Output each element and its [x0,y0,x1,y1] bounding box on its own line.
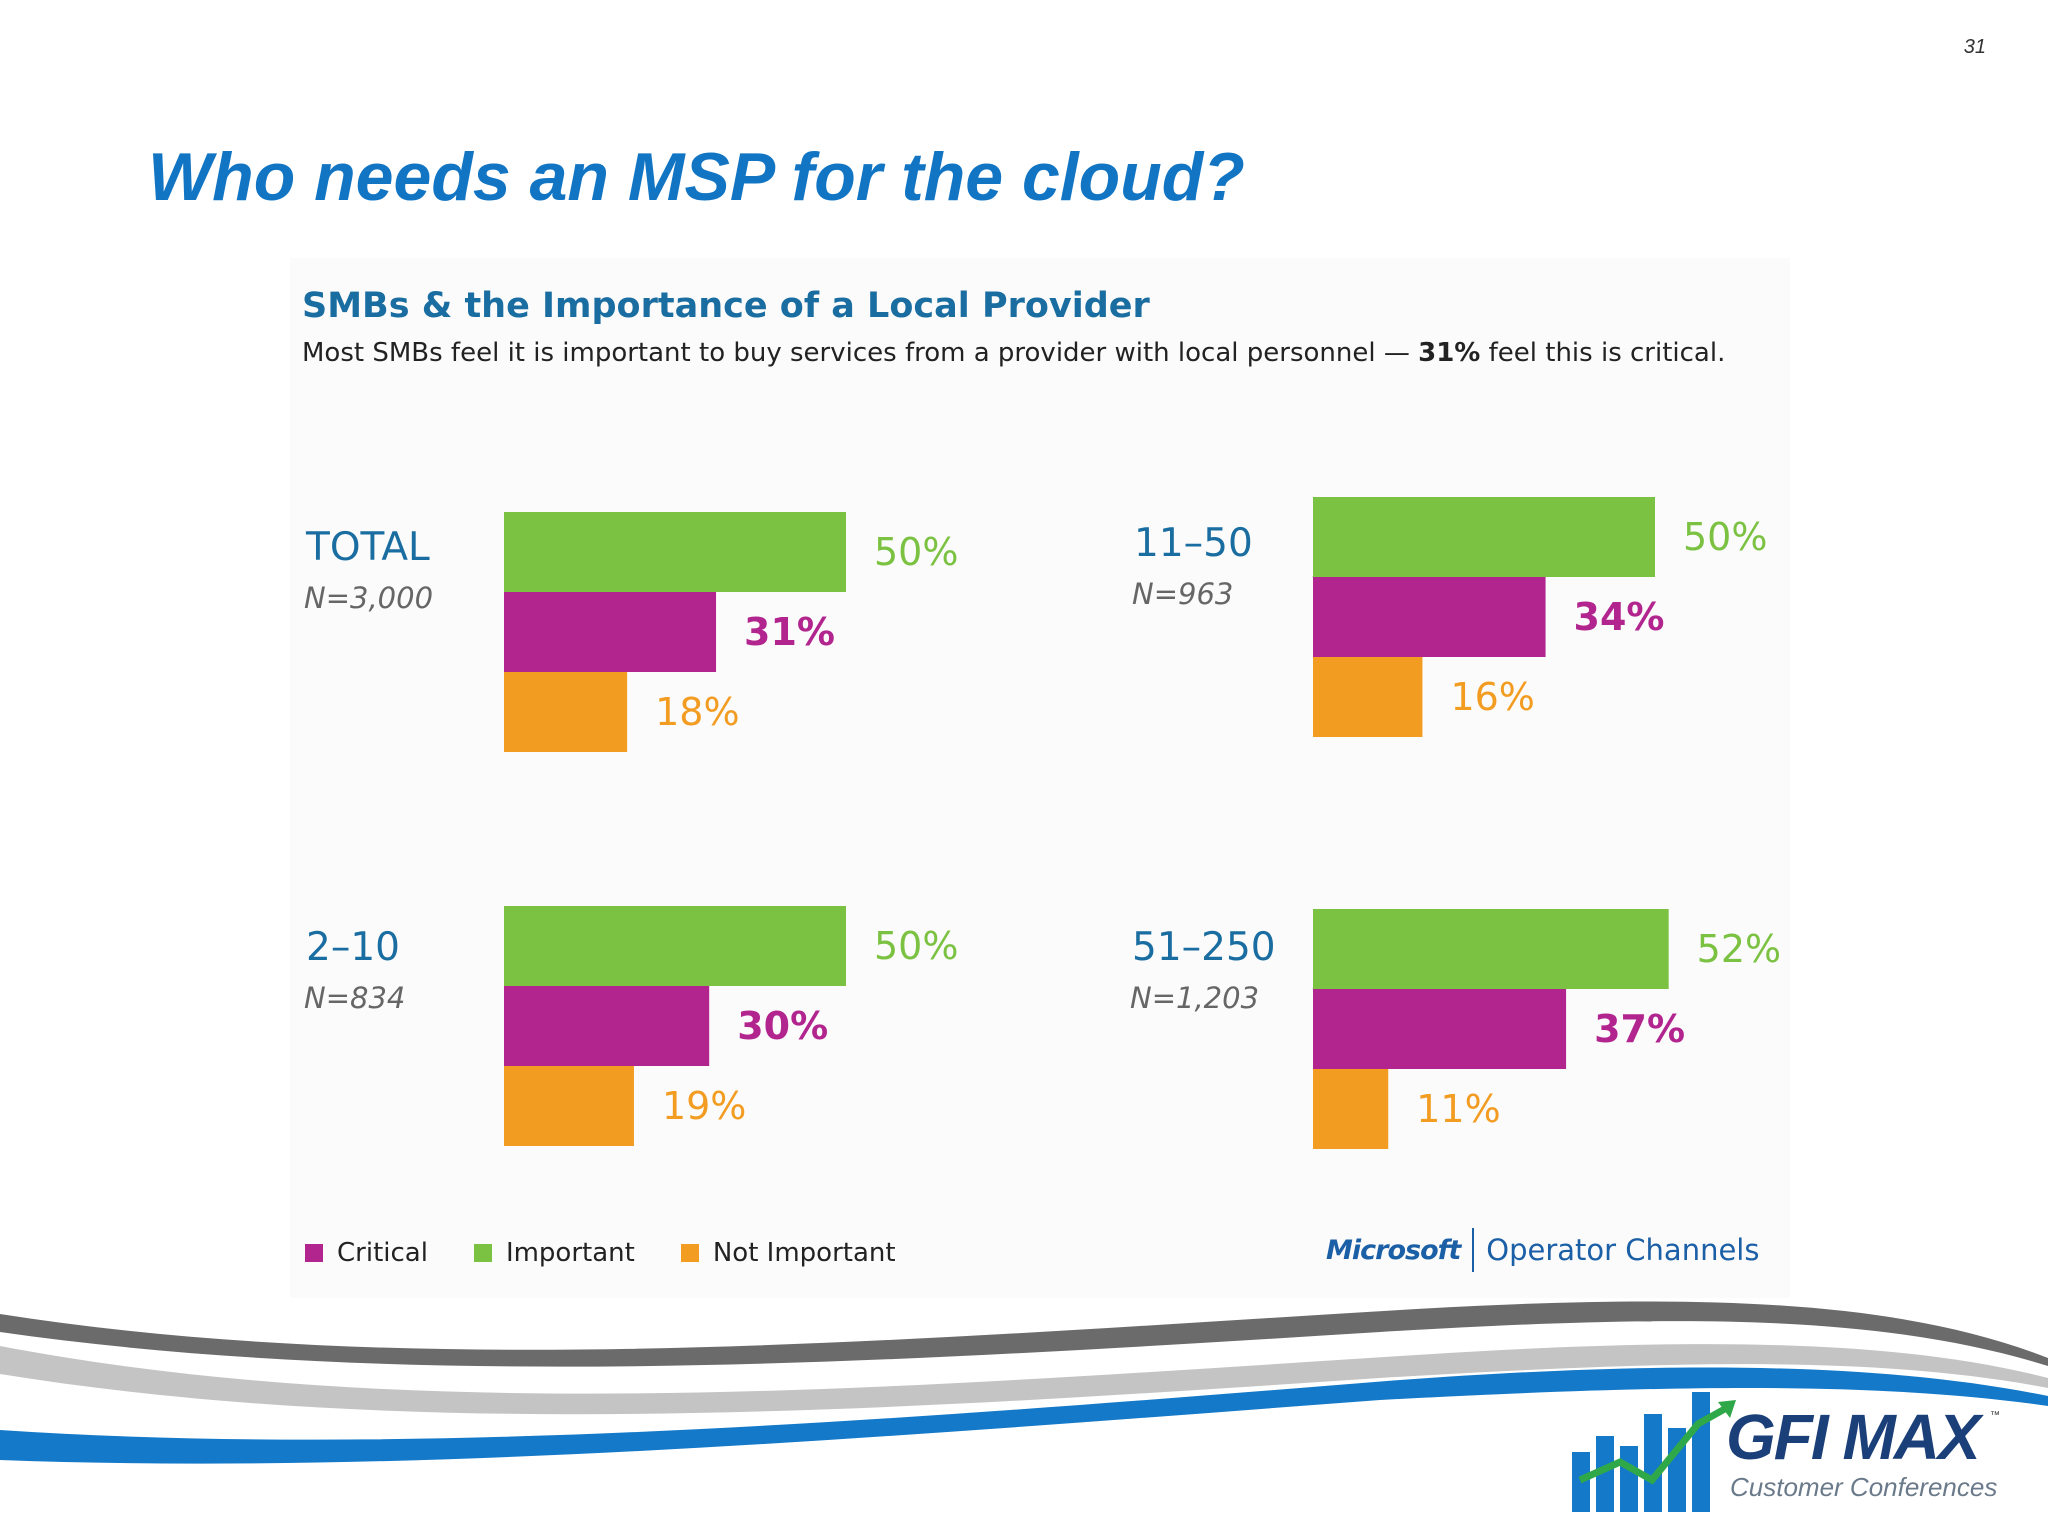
bar-not-important [504,1066,634,1146]
panel-title: 11–50 [1134,521,1253,566]
bar-important [504,512,846,592]
source-brand-logo: Microsoft [1326,1234,1461,1266]
bar-value-label-not-important: 18% [655,690,739,734]
slide-number: 31 [1963,36,1986,58]
panel-title: TOTAL [305,525,430,570]
legend-label-not-important: Not Important [712,1238,896,1268]
bar-critical [504,592,717,672]
subheading-text-end: feel this is critical. [1480,338,1726,368]
panel-title: 2–10 [306,925,400,970]
bar-critical [1313,577,1546,657]
legend-swatch-critical [305,1244,323,1262]
subheading-text-start: Most SMBs feel it is important to buy se… [302,338,1419,368]
legend-item-not-important: Not Important [680,1238,896,1268]
decorative-waves [0,1301,2048,1464]
bar-value-label-critical: 30% [737,1004,828,1048]
bar-value-label-important: 50% [874,530,958,574]
gfi-max-logo-icon [1572,1392,1736,1512]
bar-not-important [1313,657,1423,737]
legend-label-critical: Critical [337,1238,428,1268]
source-attribution: Microsoft Operator Channels [1326,1228,1759,1272]
bar-important [504,906,846,986]
logo-name: GFI MAX [1726,1401,1981,1473]
legend-item-important: Important [473,1238,635,1268]
legend-swatch-not-important [680,1244,699,1262]
chart-legend: Critical Important Not Important [305,1238,896,1268]
panel-sample-size: N=1,203 [1130,981,1259,1015]
bar-value-label-not-important: 16% [1450,675,1534,719]
panel-sample-size: N=834 [304,981,405,1015]
bar-value-label-not-important: 19% [662,1084,746,1128]
subheading-highlight: 31% [1418,338,1481,368]
bar-not-important [504,672,628,752]
bar-critical [504,986,710,1066]
legend-swatch-important [473,1244,492,1262]
bar-important [1313,909,1669,989]
bar-value-label-important: 50% [874,924,958,968]
bar-value-label-important: 50% [1683,515,1767,559]
slide-title: Who needs an MSP for the cloud? [148,139,1245,215]
source-divider [1472,1228,1475,1272]
bar-not-important [1313,1069,1389,1149]
logo-trademark: ™ [1990,1410,2000,1421]
chart-heading: SMBs & the Importance of a Local Provide… [302,286,1150,326]
panel-title: 51–250 [1132,925,1276,970]
bar-value-label-critical: 31% [744,610,835,654]
bar-value-label-critical: 37% [1594,1007,1685,1051]
legend-label-important: Important [505,1238,635,1268]
bar-critical [1313,989,1567,1069]
source-channel: Operator Channels [1486,1233,1760,1267]
panel-sample-size: N=3,000 [304,581,433,615]
bar-value-label-important: 52% [1697,927,1781,971]
panel-sample-size: N=963 [1132,577,1233,611]
logo-tagline: Customer Conferences [1730,1472,1998,1502]
bar-value-label-not-important: 11% [1416,1087,1500,1131]
chart-subheading: Most SMBs feel it is important to buy se… [302,338,1725,368]
legend-item-critical: Critical [305,1238,428,1268]
bar-value-label-critical: 34% [1574,595,1665,639]
bar-important [1313,497,1655,577]
